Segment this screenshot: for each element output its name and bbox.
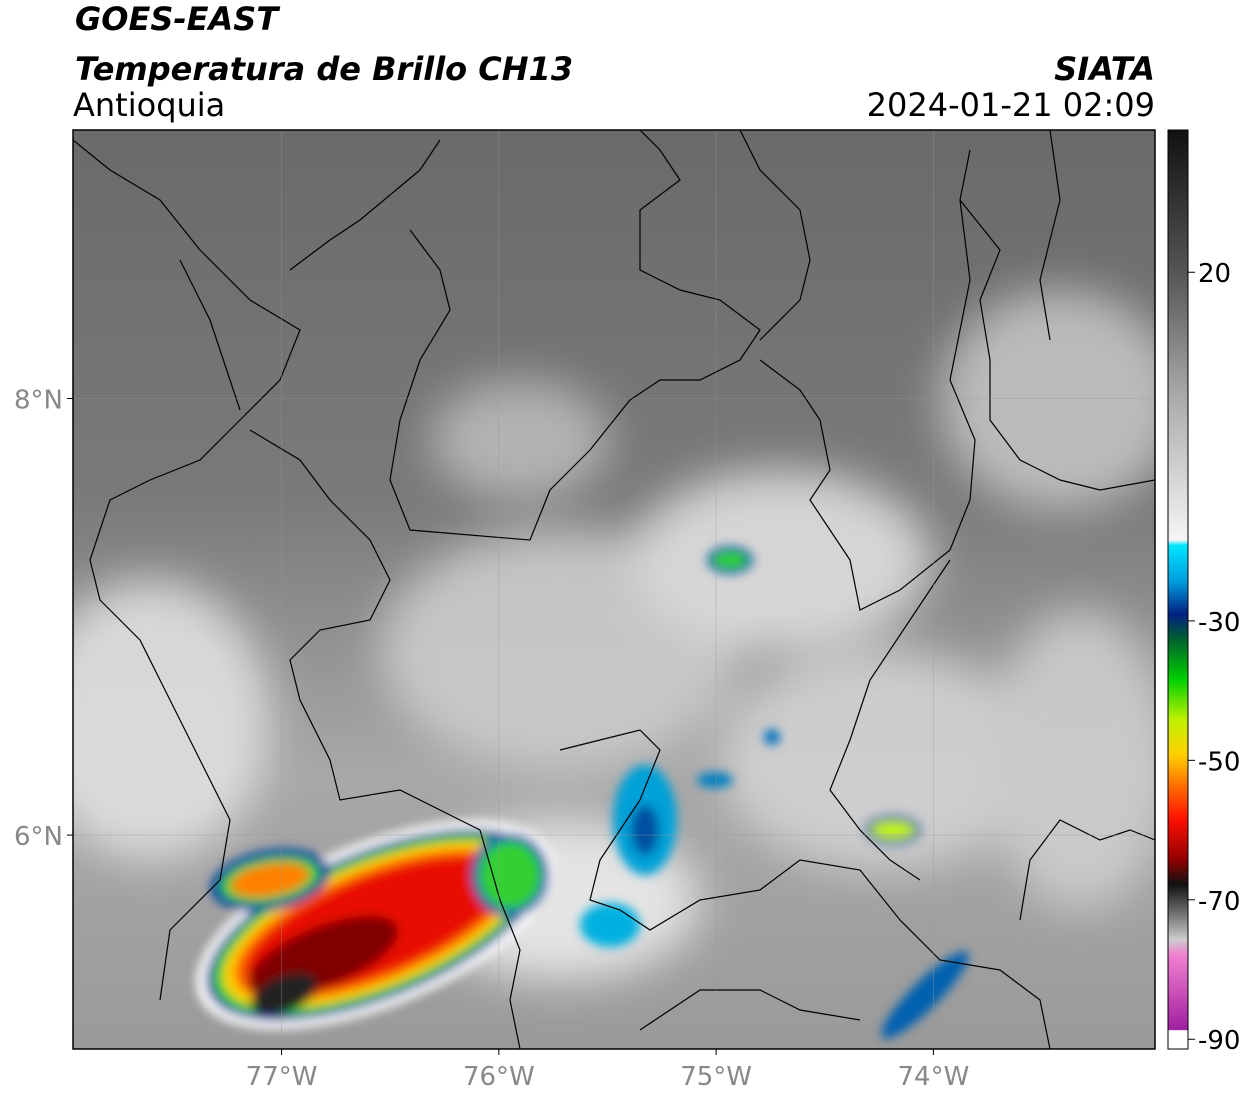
y-tick-label: 6°N xyxy=(14,822,63,852)
region-label: Antioquia xyxy=(73,86,225,124)
y-tick-label: 8°N xyxy=(14,385,63,415)
x-tick-label: 74°W xyxy=(897,1062,969,1092)
satellite-title: GOES-EAST xyxy=(75,0,280,38)
product-title: Temperatura de Brillo CH13 xyxy=(75,50,573,88)
map-frame xyxy=(72,129,1156,1050)
colorbar-tick-label: -90 xyxy=(1198,1026,1240,1056)
x-tick-label: 76°W xyxy=(463,1062,535,1092)
map-image xyxy=(73,130,1155,1049)
agency-label: SIATA xyxy=(1054,50,1155,88)
colorbar xyxy=(1167,129,1189,1050)
datetime-label: 2024-01-21 02:09 xyxy=(867,86,1155,124)
colorbar-tick-label: 20 xyxy=(1198,259,1231,289)
colorbar-tick-label: -30 xyxy=(1198,608,1240,638)
borders xyxy=(73,130,1155,1049)
grid xyxy=(73,130,1155,1049)
x-tick-label: 75°W xyxy=(680,1062,752,1092)
colorbar-tick-label: -50 xyxy=(1198,747,1240,777)
colorbar-tick-label: -70 xyxy=(1198,887,1240,917)
x-tick-label: 77°W xyxy=(246,1062,318,1092)
